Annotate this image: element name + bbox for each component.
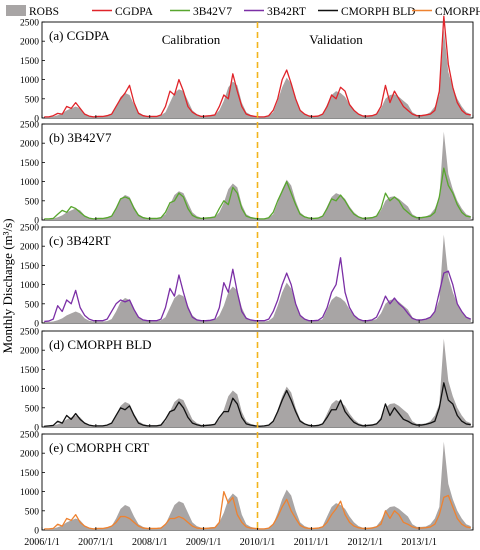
legend-label-3b42rt: 3B42RT bbox=[267, 6, 306, 18]
panel-4: 0 500 1000 1500 2000 2500 (d) CMORPH BLD bbox=[20, 328, 474, 434]
legend-label-cmorph-crt: CMORPH CRT bbox=[435, 6, 480, 18]
y-tick-label: 2500 bbox=[20, 121, 39, 131]
x-axis-tick-labels: 2006/1/1 2007/1/1 2008/1/1 2009/1/1 2010/1/1… bbox=[24, 537, 437, 548]
y-axis-label: Monthly Discharge (m³/s) bbox=[0, 218, 15, 353]
y-tick-label: 0 bbox=[34, 115, 39, 125]
y-tick-label: 1000 bbox=[20, 76, 39, 86]
panel-label: (d) CMORPH BLD bbox=[49, 337, 152, 352]
y-tick-label: 1000 bbox=[20, 178, 39, 188]
y-tick-label: 0 bbox=[34, 320, 39, 330]
legend-swatch-robs bbox=[6, 5, 26, 16]
x-tick-label: 2006/1/1 bbox=[24, 537, 60, 548]
y-tick-label: 0 bbox=[34, 527, 39, 537]
y-tick-label: 500 bbox=[25, 404, 40, 414]
panel-label: (a) CGDPA bbox=[49, 28, 110, 43]
y-tick-label: 1500 bbox=[20, 262, 39, 272]
x-tick-label: 2008/1/1 bbox=[132, 537, 168, 548]
panel-label: (e) CMORPH CRT bbox=[49, 440, 149, 455]
y-tick-label: 500 bbox=[25, 507, 40, 517]
legend-label-cgdpa: CGDPA bbox=[115, 6, 154, 18]
y-tick-label: 500 bbox=[25, 300, 40, 310]
x-tick-label: 2013/1/1 bbox=[401, 537, 437, 548]
legend-label-cmorph-bld: CMORPH BLD bbox=[341, 6, 415, 18]
y-tick-label: 500 bbox=[25, 95, 40, 105]
y-tick-label: 2000 bbox=[20, 38, 39, 48]
y-tick-label: 500 bbox=[25, 197, 40, 207]
y-tick-label: 0 bbox=[34, 217, 39, 227]
y-tick-label: 1000 bbox=[20, 488, 39, 498]
panels: 0 500 1000 1500 2000 2500 (a) CGDPA 0 500 1000 150… bbox=[20, 15, 474, 537]
y-tick-label: 1500 bbox=[20, 57, 39, 67]
panel-label: (b) 3B42V7 bbox=[49, 130, 112, 145]
y-tick-label: 2000 bbox=[20, 347, 39, 357]
y-tick-label: 2000 bbox=[20, 450, 39, 460]
legend-label-robs: ROBS bbox=[29, 6, 59, 18]
y-tick-label: 2500 bbox=[20, 431, 39, 441]
legend-label-3b42v7: 3B42V7 bbox=[193, 6, 232, 18]
panel-1: 0 500 1000 1500 2000 2500 (a) CGDPA bbox=[20, 15, 474, 125]
y-tick-label: 1500 bbox=[20, 469, 39, 479]
x-tick-label: 2009/1/1 bbox=[186, 537, 222, 548]
y-tick-label: 1000 bbox=[20, 281, 39, 291]
y-tick-label: 2500 bbox=[20, 224, 39, 234]
panel-2: 0 500 1000 1500 2000 2500 (b) 3B42V7 bbox=[20, 121, 474, 227]
y-tick-label: 2000 bbox=[20, 243, 39, 253]
x-tick-label: 2010/1/1 bbox=[240, 537, 276, 548]
x-tick-label: 2007/1/1 bbox=[78, 537, 114, 548]
y-tick-label: 1500 bbox=[20, 366, 39, 376]
validation-label: Validation bbox=[309, 32, 363, 47]
panel-3: 0 500 1000 1500 2000 2500 (c) 3B42RT bbox=[20, 224, 474, 330]
y-tick-label: 1000 bbox=[20, 385, 39, 395]
legend: ROBS CGDPA 3B42V7 3B42RT CMORPH BLD CMORPH CR… bbox=[6, 5, 480, 18]
calibration-label: Calibration bbox=[162, 32, 221, 47]
panel-5: 0 500 1000 1500 2000 2500 (e) CMORPH CRT bbox=[20, 431, 474, 537]
x-tick-label: 2011/1/1 bbox=[294, 537, 329, 548]
panel-label: (c) 3B42RT bbox=[49, 233, 111, 248]
y-tick-label: 2500 bbox=[20, 328, 39, 338]
y-tick-label: 2000 bbox=[20, 140, 39, 150]
y-tick-label: 1500 bbox=[20, 159, 39, 169]
x-tick-label: 2012/1/1 bbox=[347, 537, 383, 548]
y-tick-label: 0 bbox=[34, 424, 39, 434]
y-tick-label: 2500 bbox=[20, 19, 39, 29]
